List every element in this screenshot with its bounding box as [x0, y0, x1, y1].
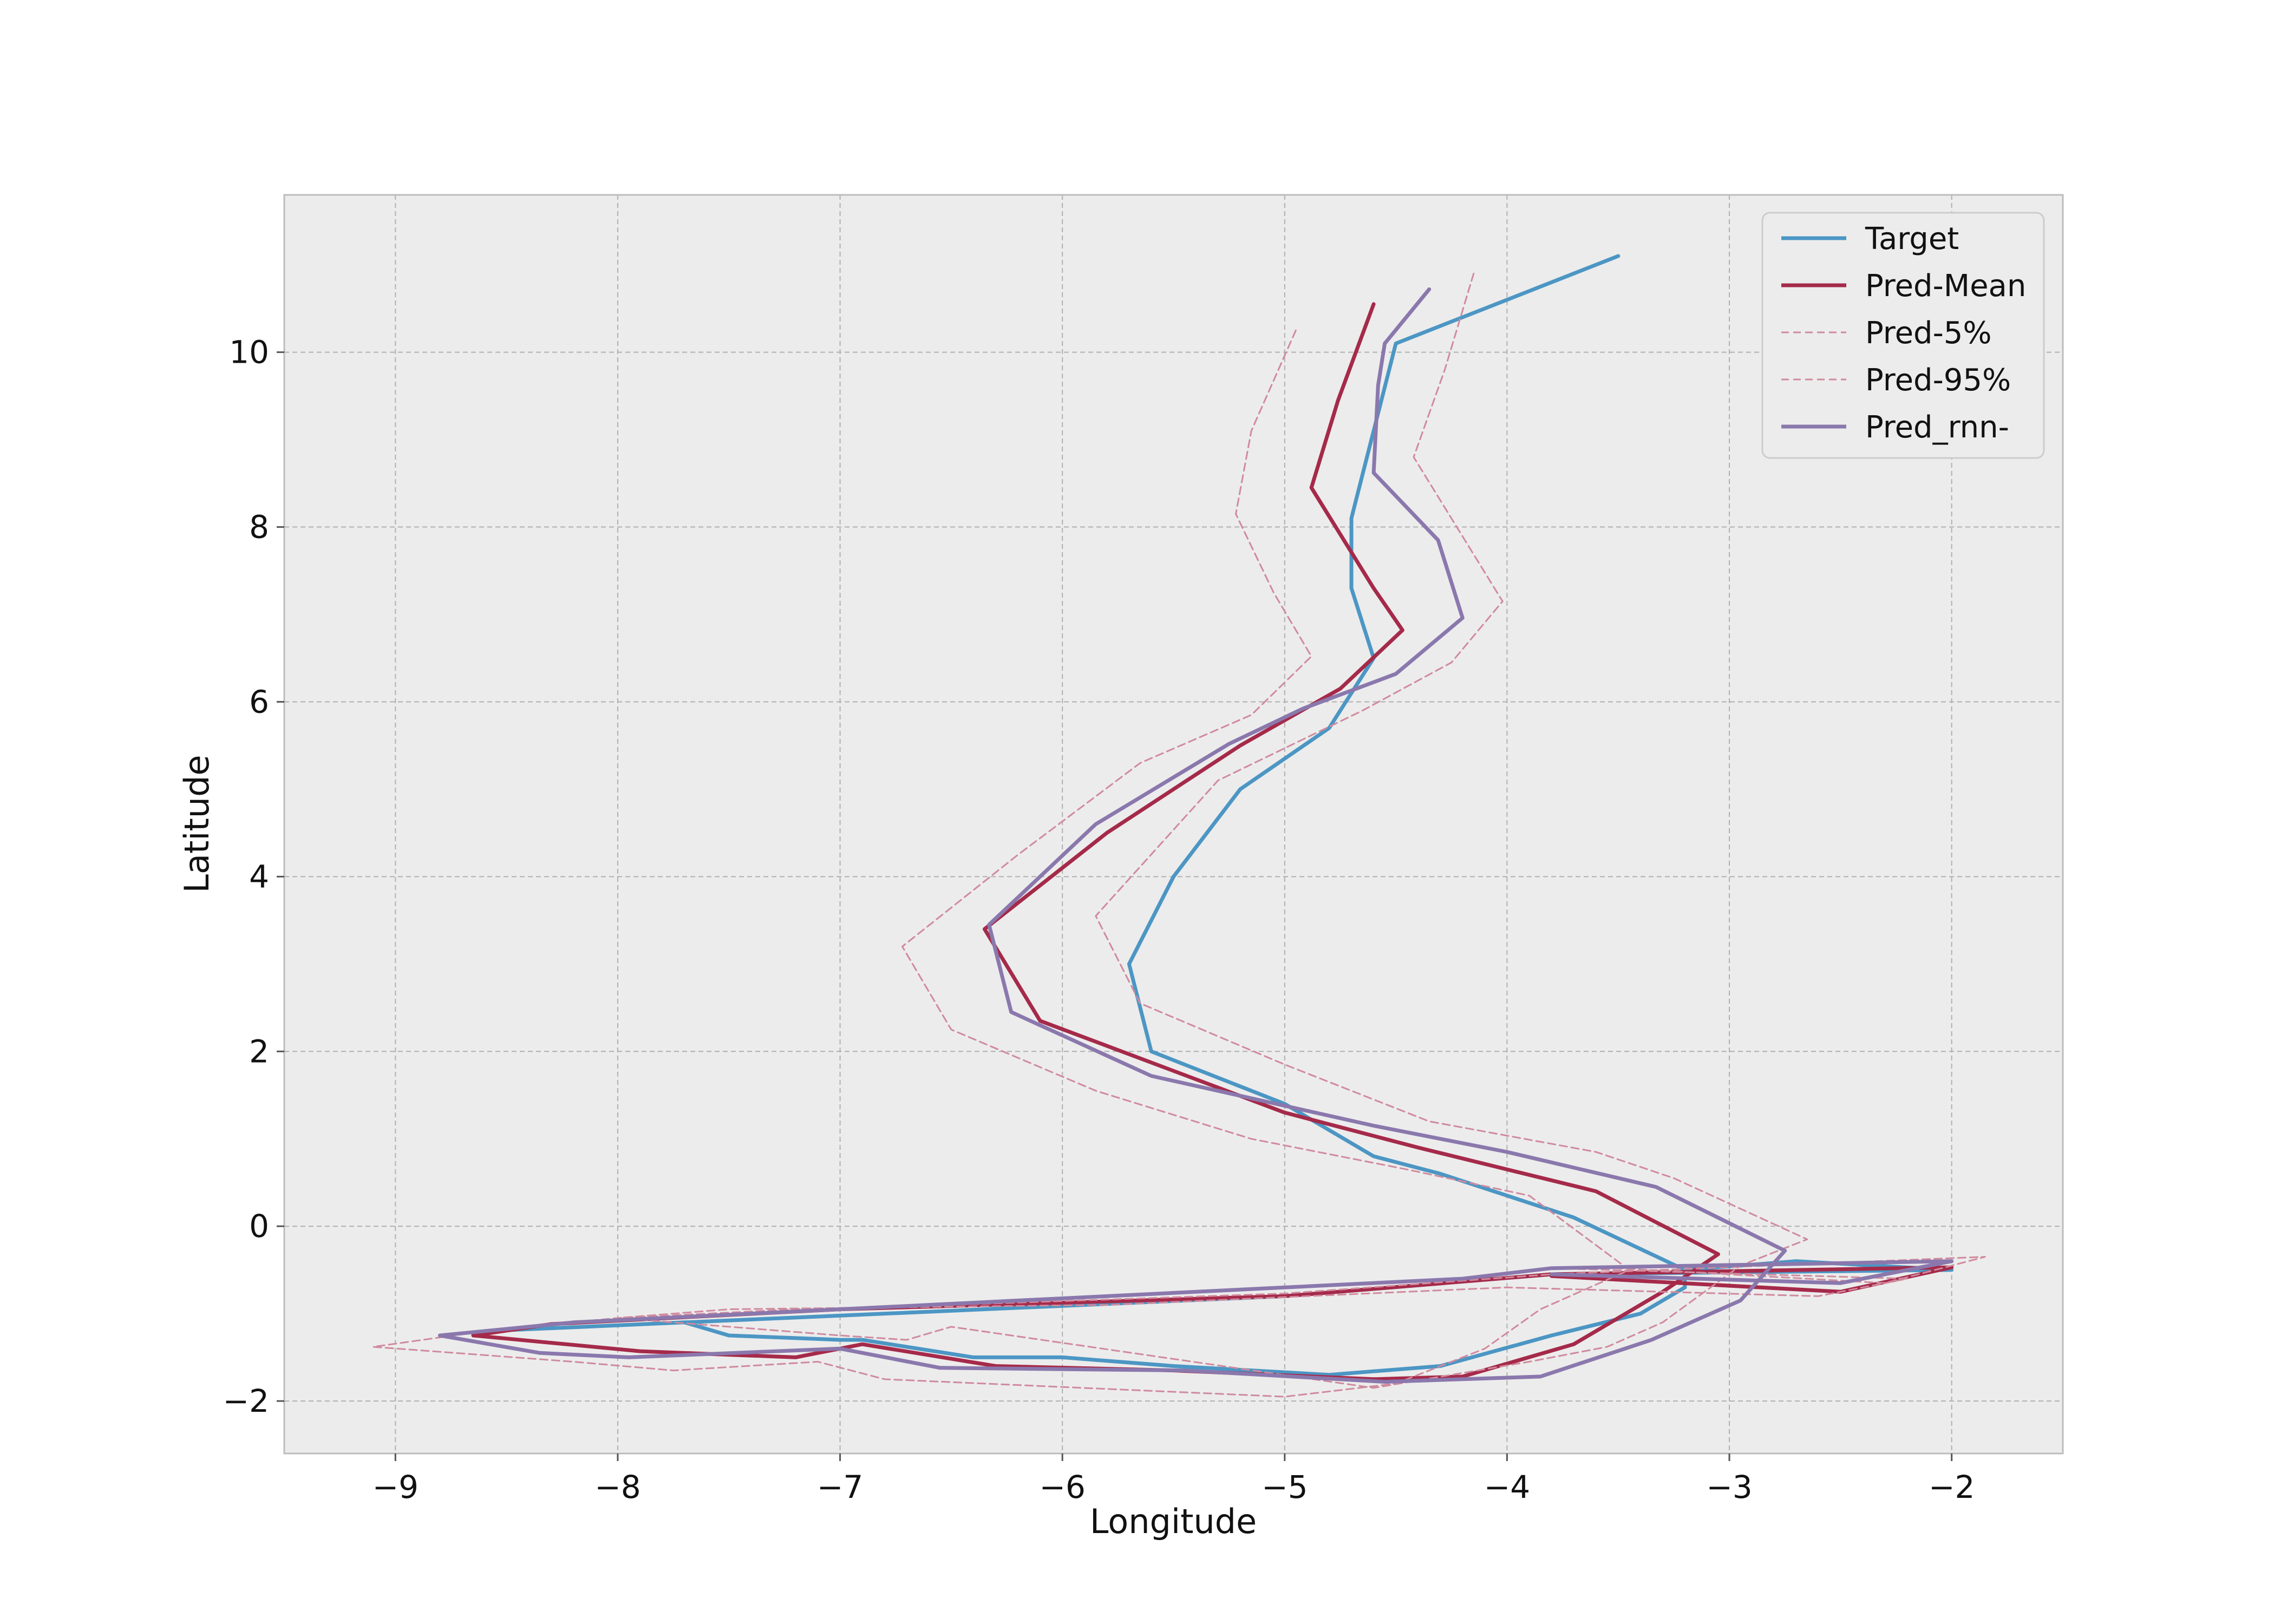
legend: Target Pred-Mean Pred-5% Pred-95% Pred_rnn-: [1761, 212, 2045, 459]
y-tick-label: 10: [229, 334, 269, 371]
legend-label-2: Pred-5%: [1865, 316, 1992, 351]
legend-label-1: Pred-Mean: [1865, 269, 2026, 304]
x-tick-label: −3: [1706, 1469, 1753, 1505]
x-tick-label: −4: [1484, 1469, 1531, 1505]
plot-frame: [283, 194, 2064, 1455]
y-tick-label: −2: [223, 1383, 270, 1419]
grid: [284, 195, 2063, 1453]
ticks: −9 −8 −7 −6 −5 −4 −3 −2 −2 0 2 4 6 8 10: [223, 334, 1975, 1505]
x-axis-label: Longitude: [1090, 1502, 1257, 1541]
legend-label-0: Target: [1865, 221, 1959, 257]
x-tick-label: −8: [594, 1469, 641, 1505]
y-tick-label: 0: [249, 1208, 269, 1245]
y-tick-label: 8: [249, 509, 269, 546]
x-tick-label: −5: [1262, 1469, 1308, 1505]
y-axis-label: Latitude: [177, 755, 217, 893]
y-tick-label: 2: [249, 1033, 269, 1070]
series-line-4: [437, 287, 1954, 1384]
series-layer: [372, 254, 1986, 1398]
series-line-0: [482, 254, 1954, 1377]
x-tick-label: −6: [1039, 1469, 1086, 1505]
x-tick-label: −9: [373, 1469, 419, 1505]
y-tick-label: 4: [249, 858, 269, 895]
legend-label-4: Pred_rnn-: [1865, 410, 2009, 445]
x-tick-label: −7: [817, 1469, 864, 1505]
x-tick-label: −2: [1929, 1469, 1975, 1505]
legend-label-3: Pred-95%: [1865, 363, 2011, 398]
legend-box: [1761, 212, 2045, 459]
y-tick-label: 6: [249, 683, 269, 720]
